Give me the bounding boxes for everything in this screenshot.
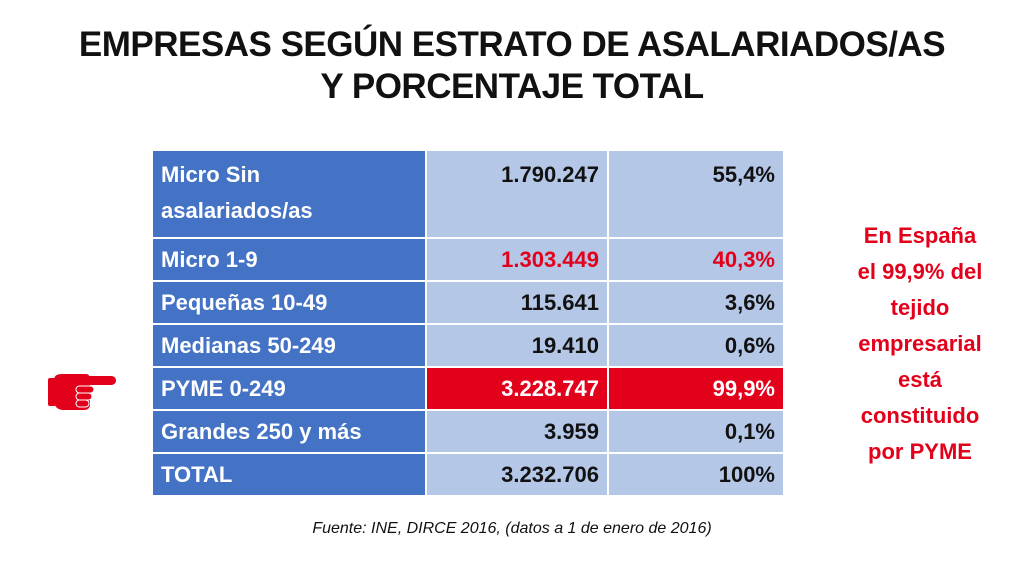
companies-table: Micro Sin asalariados/as 1.790.247 55,4%… [151, 149, 785, 497]
row-count: 3.232.706 [425, 452, 609, 497]
row-count: 1.303.449 [425, 237, 609, 282]
slide-title: EMPRESAS SEGÚN ESTRATO DE ASALARIADOS/AS… [0, 24, 1024, 108]
title-line-2: Y PORCENTAJE TOTAL [320, 67, 704, 106]
pointing-hand-icon [48, 374, 116, 410]
note-line: el 99,9% del [857, 259, 983, 284]
row-label: Medianas 50-249 [151, 323, 427, 368]
row-label: PYME 0-249 [151, 366, 427, 411]
note-line: tejido [890, 295, 950, 320]
row-percent: 55,4% [607, 149, 785, 239]
row-count: 3.959 [425, 409, 609, 454]
row-label: Grandes 250 y más [151, 409, 427, 454]
row-percent: 0,6% [607, 323, 785, 368]
note-line: constituido [860, 403, 980, 428]
row-label: Micro Sin asalariados/as [151, 149, 427, 239]
row-count: 1.790.247 [425, 149, 609, 239]
note-line: está [897, 367, 943, 392]
table-row: Medianas 50-249 19.410 0,6% [151, 323, 785, 368]
table-row: TOTAL 3.232.706 100% [151, 452, 785, 497]
row-label: Pequeñas 10-49 [151, 280, 427, 325]
table-row: Micro Sin asalariados/as 1.790.247 55,4% [151, 149, 785, 239]
note-line: por PYME [868, 439, 972, 464]
table-row: Grandes 250 y más 3.959 0,1% [151, 409, 785, 454]
row-label: Micro 1-9 [151, 237, 427, 282]
row-count: 3.228.747 [425, 366, 609, 411]
row-percent: 99,9% [607, 366, 785, 411]
note-line: En España [863, 223, 977, 248]
title-line-1: EMPRESAS SEGÚN ESTRATO DE ASALARIADOS/AS [78, 25, 946, 64]
row-count: 19.410 [425, 323, 609, 368]
highlight-note: En España el 99,9% del tejido empresaria… [832, 218, 1008, 470]
row-percent: 100% [607, 452, 785, 497]
row-label: TOTAL [151, 452, 427, 497]
row-count: 115.641 [425, 280, 609, 325]
note-line: empresarial [858, 331, 982, 356]
row-percent: 3,6% [607, 280, 785, 325]
table-row: Micro 1-9 1.303.449 40,3% [151, 237, 785, 282]
row-percent: 40,3% [607, 237, 785, 282]
source-citation: Fuente: INE, DIRCE 2016, (datos a 1 de e… [312, 520, 712, 537]
row-percent: 0,1% [607, 409, 785, 454]
table-row: Pequeñas 10-49 115.641 3,6% [151, 280, 785, 325]
table-row: PYME 0-249 3.228.747 99,9% [151, 366, 785, 411]
